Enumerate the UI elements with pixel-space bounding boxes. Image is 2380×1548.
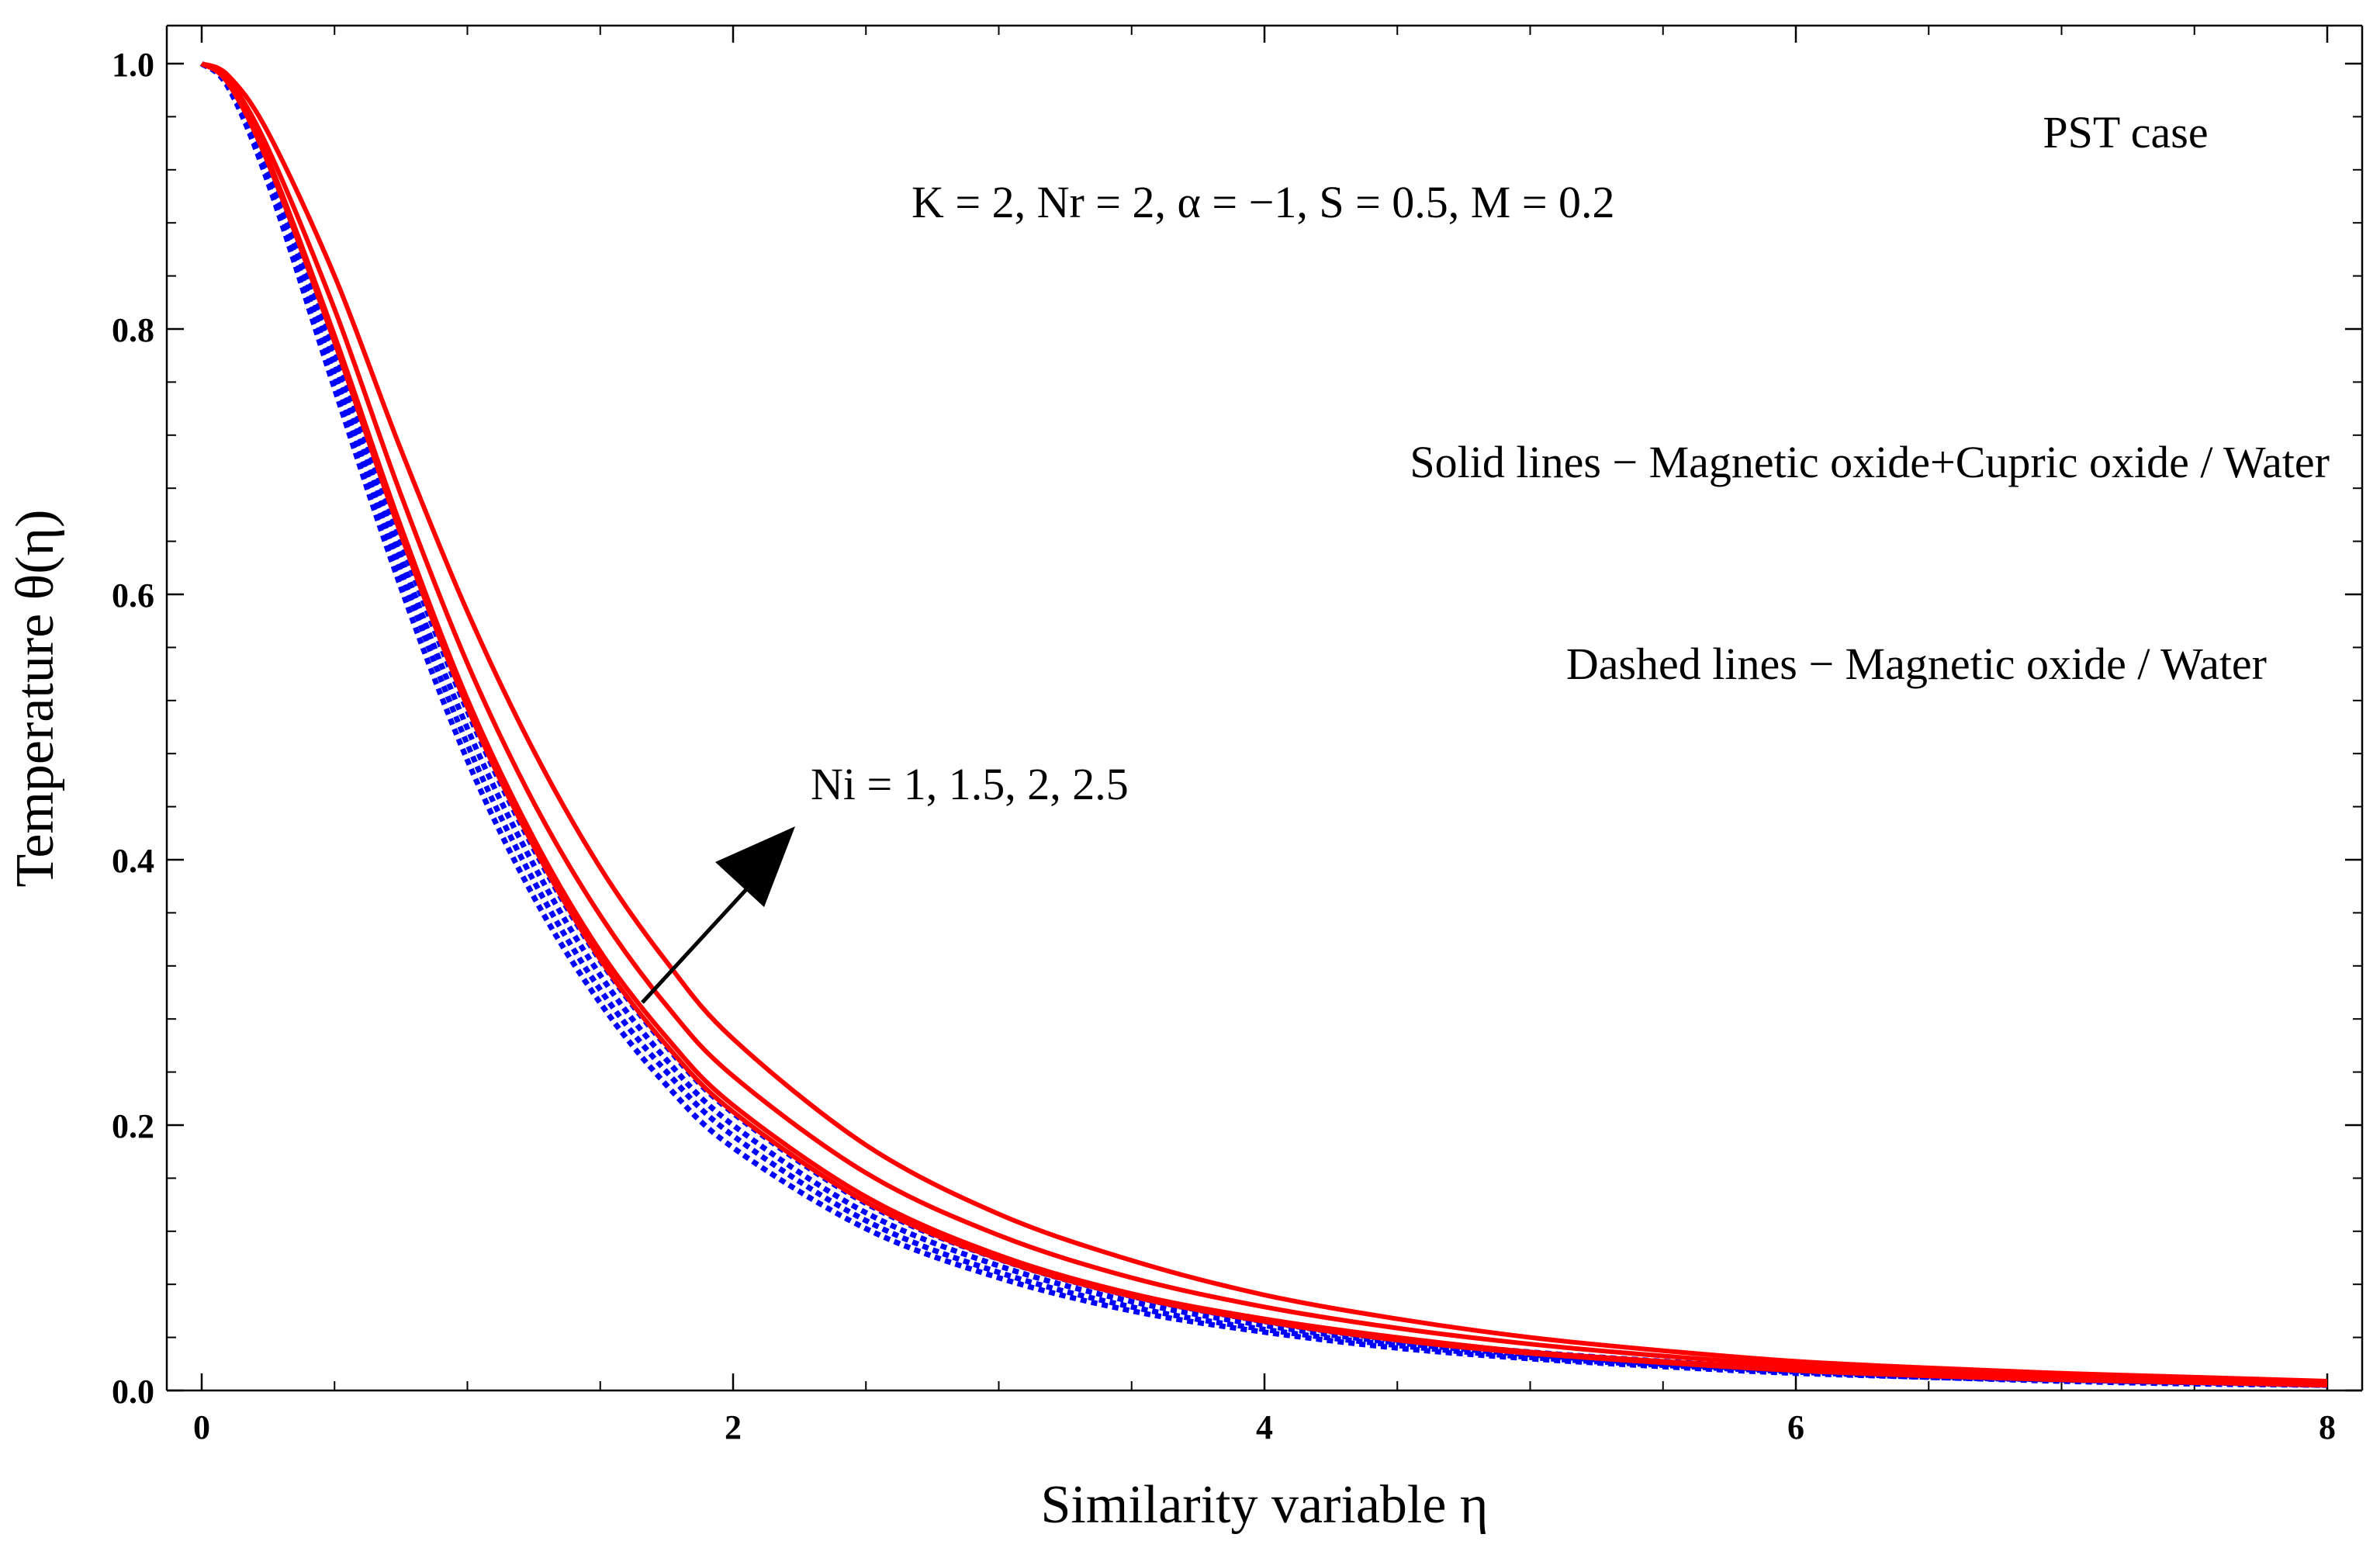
y-tick-label: 0.4 bbox=[112, 842, 154, 880]
x-tick-label: 4 bbox=[1256, 1408, 1273, 1446]
case-label: PST case bbox=[2043, 107, 2208, 158]
dashed-lines-legend: Dashed lines − Magnetic oxide / Water bbox=[1566, 639, 2267, 689]
y-tick-label: 1.0 bbox=[112, 46, 154, 84]
trend-arrow-shaft bbox=[641, 885, 750, 1004]
y-ticks: 0.0 0.2 0.4 0.6 0.8 1.0 bbox=[112, 46, 2362, 1411]
x-ticks: 0 2 4 6 8 bbox=[193, 26, 2336, 1446]
solid-series-line bbox=[200, 61, 2328, 1387]
dashed-series-line bbox=[199, 61, 2328, 1387]
solid-lines-legend: Solid lines − Magnetic oxide+Cupric oxid… bbox=[1410, 437, 2330, 487]
solid-series-line bbox=[200, 61, 2328, 1385]
parameters-label: K = 2, Nr = 2, α = −1, S = 0.5, M = 0.2 bbox=[912, 177, 1615, 227]
x-tick-label: 8 bbox=[2319, 1408, 2336, 1446]
arrow-label: Ni = 1, 1.5, 2, 2.5 bbox=[811, 759, 1129, 809]
y-axis-title: Temperature θ(η) bbox=[5, 510, 65, 888]
trend-arrow-head bbox=[715, 826, 795, 907]
x-axis-title: Similarity variable η bbox=[1040, 1475, 1488, 1535]
trend-arrow bbox=[641, 826, 795, 1004]
x-tick-label: 0 bbox=[193, 1408, 210, 1446]
y-tick-label: 0.2 bbox=[112, 1107, 154, 1145]
y-tick-label: 0.0 bbox=[112, 1373, 154, 1411]
series-layer bbox=[199, 61, 2328, 1388]
x-tick-label: 2 bbox=[725, 1408, 742, 1446]
plot-frame bbox=[165, 24, 2364, 1392]
x-tick-label: 6 bbox=[1787, 1408, 1804, 1446]
y-tick-label: 0.6 bbox=[112, 577, 154, 615]
y-tick-label: 0.8 bbox=[112, 311, 154, 349]
solid-series-line bbox=[200, 61, 2328, 1384]
